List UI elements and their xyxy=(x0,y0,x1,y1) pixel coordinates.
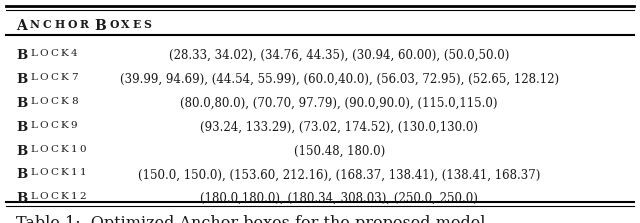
Text: L: L xyxy=(31,73,37,82)
Text: H: H xyxy=(54,19,64,30)
Text: B: B xyxy=(16,145,28,157)
Text: C: C xyxy=(51,121,58,130)
Text: N: N xyxy=(30,19,40,30)
Text: 1: 1 xyxy=(71,145,77,153)
Text: C: C xyxy=(51,73,58,82)
Text: 1: 1 xyxy=(79,168,86,177)
Text: O: O xyxy=(40,192,48,201)
Text: L: L xyxy=(31,121,37,130)
Text: K: K xyxy=(61,49,68,58)
Text: K: K xyxy=(61,73,68,82)
Text: O: O xyxy=(40,121,48,130)
Text: O: O xyxy=(40,145,48,153)
Text: Table 1:  Optimized Anchor boxes for the proposed model.: Table 1: Optimized Anchor boxes for the … xyxy=(16,215,491,223)
Text: B: B xyxy=(16,73,28,86)
Text: C: C xyxy=(51,168,58,177)
Text: 8: 8 xyxy=(71,97,77,106)
Text: O: O xyxy=(40,49,48,58)
Text: B: B xyxy=(16,192,28,205)
Text: S: S xyxy=(143,19,151,30)
Text: 0: 0 xyxy=(79,145,86,153)
Text: R: R xyxy=(79,19,88,30)
Text: L: L xyxy=(31,192,37,201)
Text: O: O xyxy=(40,73,48,82)
Text: E: E xyxy=(132,19,141,30)
Text: O: O xyxy=(67,19,77,30)
Text: B: B xyxy=(16,97,28,110)
Text: L: L xyxy=(31,168,37,177)
Text: B: B xyxy=(16,168,28,181)
Text: 1: 1 xyxy=(71,168,77,177)
Text: (93.24, 133.29), (73.02, 174.52), (130.0,130.0): (93.24, 133.29), (73.02, 174.52), (130.0… xyxy=(200,121,478,134)
Text: (150.0, 150.0), (153.60, 212.16), (168.37, 138.41), (138.41, 168.37): (150.0, 150.0), (153.60, 212.16), (168.3… xyxy=(138,168,540,181)
Text: C: C xyxy=(51,49,58,58)
Text: B: B xyxy=(16,49,28,62)
Text: C: C xyxy=(51,97,58,106)
Text: K: K xyxy=(61,121,68,130)
Text: 4: 4 xyxy=(71,49,77,58)
Text: X: X xyxy=(122,19,130,30)
Text: K: K xyxy=(61,145,68,153)
Text: (80.0,80.0), (70.70, 97.79), (90.0,90.0), (115.0,115.0): (80.0,80.0), (70.70, 97.79), (90.0,90.0)… xyxy=(180,97,498,110)
Text: L: L xyxy=(31,49,37,58)
Text: A: A xyxy=(16,19,27,33)
Text: L: L xyxy=(31,97,37,106)
Text: (150.48, 180.0): (150.48, 180.0) xyxy=(294,145,385,157)
Text: B: B xyxy=(94,19,106,33)
Text: (28.33, 34.02), (34.76, 44.35), (30.94, 60.00), (50.0,50.0): (28.33, 34.02), (34.76, 44.35), (30.94, … xyxy=(169,49,509,62)
Text: 9: 9 xyxy=(71,121,77,130)
Text: O: O xyxy=(109,19,118,30)
Text: 7: 7 xyxy=(71,73,77,82)
Text: (180.0,180.0), (180.34, 308.03), (250.0, 250.0): (180.0,180.0), (180.34, 308.03), (250.0,… xyxy=(200,192,478,205)
Text: K: K xyxy=(61,168,68,177)
Text: C: C xyxy=(51,145,58,153)
Text: (39.99, 94.69), (44.54, 55.99), (60.0,40.0), (56.03, 72.95), (52.65, 128.12): (39.99, 94.69), (44.54, 55.99), (60.0,40… xyxy=(120,73,559,86)
Text: K: K xyxy=(61,192,68,201)
Text: 1: 1 xyxy=(71,192,77,201)
Text: 2: 2 xyxy=(79,192,86,201)
Text: L: L xyxy=(31,145,37,153)
Text: O: O xyxy=(40,168,48,177)
Text: K: K xyxy=(61,97,68,106)
Text: C: C xyxy=(51,192,58,201)
Text: B: B xyxy=(16,121,28,134)
Text: O: O xyxy=(40,97,48,106)
Text: C: C xyxy=(43,19,52,30)
